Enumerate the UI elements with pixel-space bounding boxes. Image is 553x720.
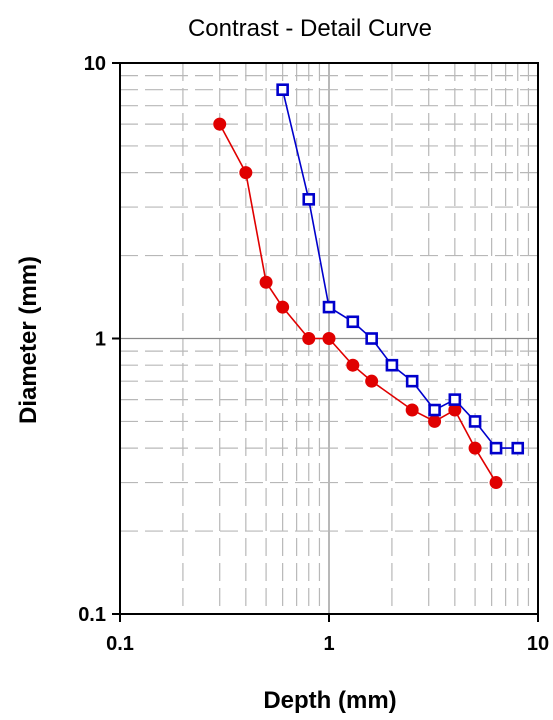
data-point (239, 166, 253, 180)
y-tick-label: 10 (84, 53, 106, 75)
data-point (213, 117, 227, 131)
data-point (322, 300, 336, 314)
data-point (468, 415, 482, 428)
data-point (428, 403, 441, 417)
data-point (346, 358, 360, 372)
series-line-2 (281, 89, 518, 449)
x-tick-label: 0.1 (106, 633, 134, 655)
data-point (302, 332, 316, 345)
data-point (346, 315, 360, 329)
data-point (276, 300, 290, 314)
data-point (365, 332, 378, 345)
data-point (511, 441, 525, 455)
y-tick-label: 0.1 (78, 604, 106, 626)
data-point (489, 476, 503, 490)
data-point (489, 441, 503, 455)
data-point (468, 441, 482, 455)
plot-grid (120, 63, 538, 614)
x-axis-label: Depth (mm) (263, 687, 396, 714)
y-axis-label: Diameter (mm) (15, 256, 42, 424)
data-point (365, 374, 379, 388)
data-point (259, 275, 273, 289)
y-tick-label: 1 (95, 329, 106, 351)
data-point (302, 193, 316, 206)
data-point (448, 393, 462, 406)
data-point (428, 414, 442, 428)
axis-ticks: 0.1 1 10 0.1 1 10 (78, 53, 549, 655)
x-tick-label: 10 (527, 633, 549, 655)
data-point (322, 332, 336, 345)
chart-title: Contrast - Detail Curve (188, 15, 432, 42)
data-point (276, 83, 289, 96)
x-tick-label: 1 (323, 633, 334, 655)
data-point (448, 403, 462, 417)
data-point (405, 374, 419, 388)
series-layer (213, 83, 525, 490)
data-point (405, 403, 419, 417)
data-point (385, 358, 399, 372)
